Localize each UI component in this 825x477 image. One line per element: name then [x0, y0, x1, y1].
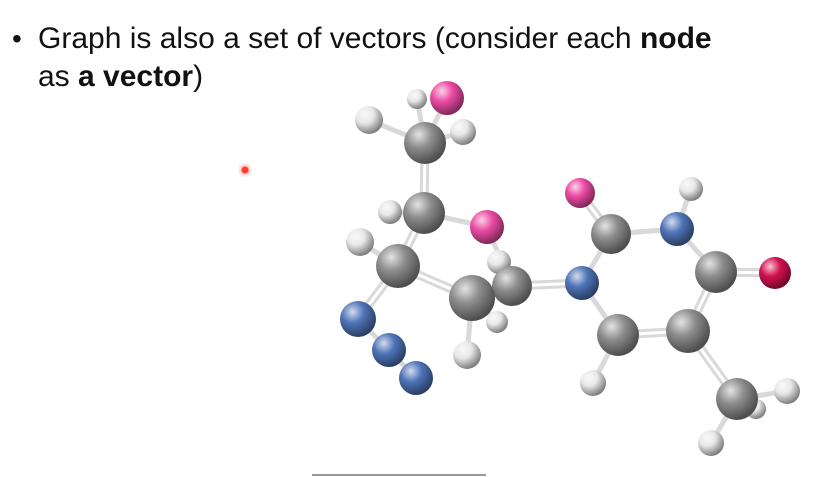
- atom-hydrogen: [580, 370, 606, 396]
- atom-nitrogen: [399, 361, 433, 395]
- bullet-line-2-bold: a vector: [78, 60, 194, 93]
- atom-carbon: [404, 122, 446, 164]
- atom-carbon: [597, 314, 639, 356]
- bullet-text: Graph is also a set of vectors (consider…: [38, 20, 712, 96]
- atom-hydrogen: [698, 430, 724, 456]
- atom-hydrogen: [355, 106, 383, 134]
- atom-hydrogen: [407, 89, 427, 109]
- atom-oxygen: [470, 210, 504, 244]
- bottom-divider: [312, 474, 486, 476]
- bullet-symbol: •: [12, 23, 22, 54]
- atom-oxygen: [430, 81, 464, 115]
- atom-carbon: [376, 244, 420, 288]
- atom-nitrogen: [340, 301, 376, 337]
- bullet-line-2-close: ): [193, 60, 204, 93]
- atom-hydrogen: [679, 177, 703, 201]
- atom-carbon: [716, 378, 758, 420]
- atom-nitrogen: [565, 266, 599, 300]
- bullet-line-1-text: Graph is also a set of vectors (consider…: [38, 22, 640, 55]
- bullet-line-2: as a vector): [38, 58, 712, 96]
- atom-carbon: [695, 251, 737, 293]
- atom-carbon: [492, 266, 532, 306]
- atom-carbon: [591, 214, 631, 254]
- atom-hydrogen: [378, 200, 402, 224]
- atom-nitrogen: [372, 333, 406, 367]
- atom-carbon: [449, 275, 495, 321]
- bullet-line-2-text: as: [38, 60, 79, 93]
- atom-hydrogen: [453, 341, 481, 369]
- atom-nitrogen: [660, 212, 694, 246]
- laser-pointer-dot: [238, 163, 252, 177]
- bullet-line-1: Graph is also a set of vectors (consider…: [38, 20, 712, 58]
- atom-hydrogen: [346, 228, 374, 256]
- atom-hydrogen: [774, 378, 800, 404]
- molecule-atoms: [340, 81, 800, 456]
- atom-hydrogen: [486, 311, 508, 333]
- bullet-line-1-bold: node: [639, 22, 712, 55]
- atom-carbon: [666, 309, 710, 353]
- atom-hydrogen: [450, 119, 476, 145]
- atom-carbon: [403, 192, 445, 234]
- atom-oxygen: [565, 178, 595, 208]
- atom-oxygen-dark: [759, 257, 791, 289]
